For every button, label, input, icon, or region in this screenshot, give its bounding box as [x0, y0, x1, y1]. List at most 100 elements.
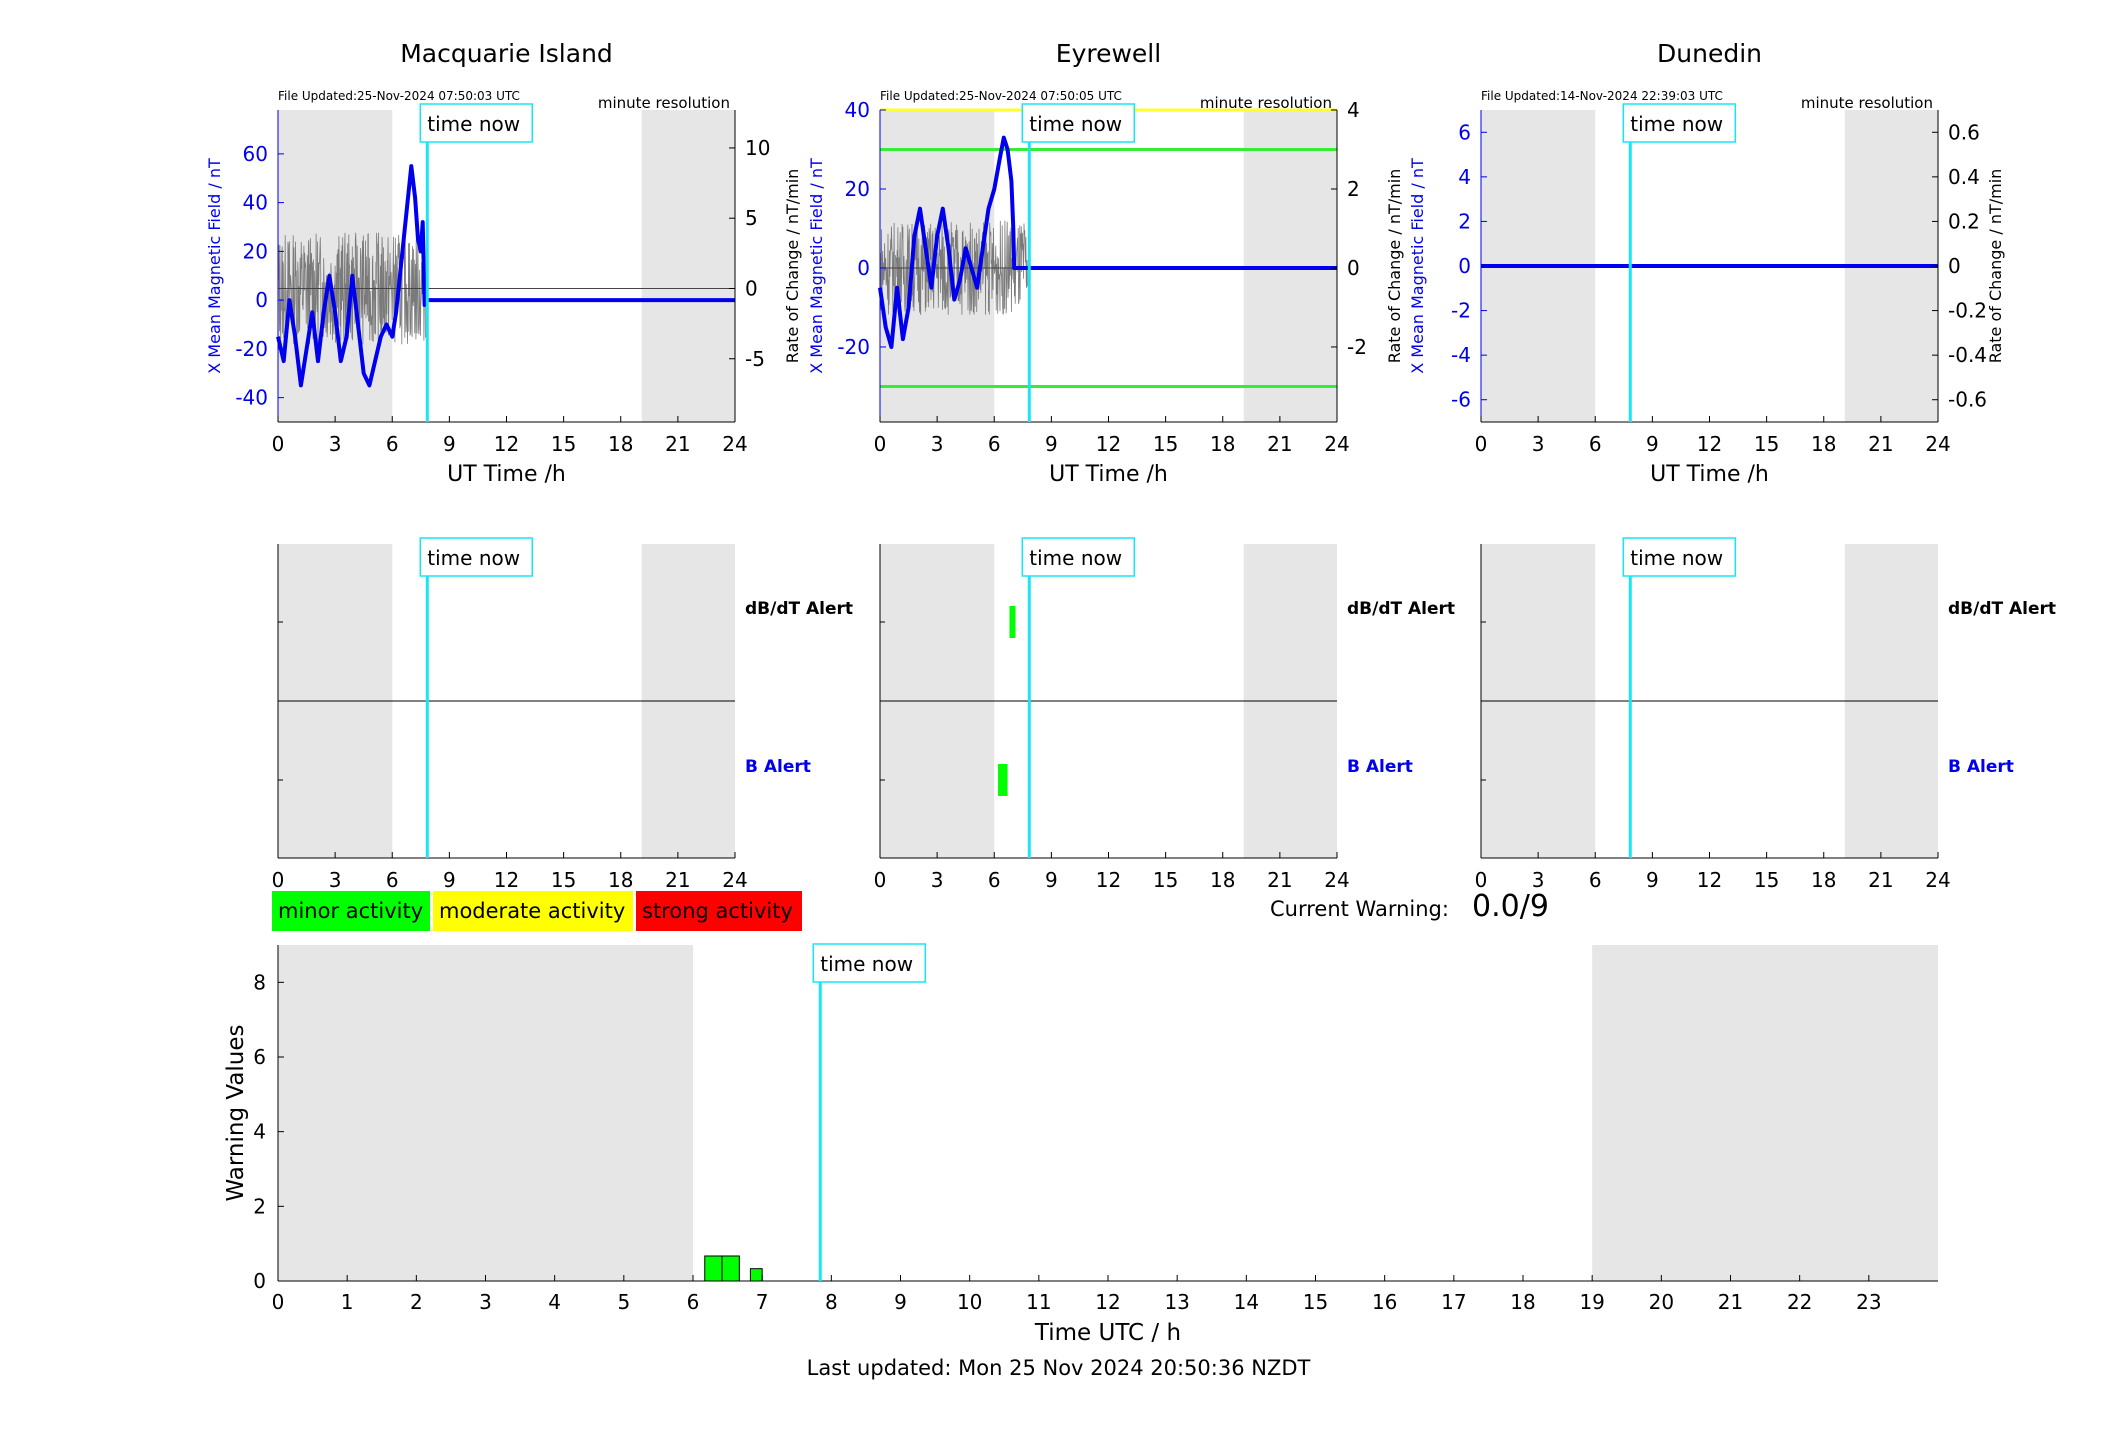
eyrewell-right-tick: 4: [1347, 98, 1360, 122]
warning-x-tick: 0: [272, 1290, 285, 1314]
eyrewell-dbdt-alert-bar: [1009, 606, 1016, 638]
macquarie-island-left-tick: 0: [255, 288, 268, 312]
macquarie-island-panel2-x-tick: 24: [722, 868, 747, 892]
dunedin-right-tick: 0.2: [1948, 209, 1980, 233]
dunedin-b-alert-label: B Alert: [1948, 757, 2014, 777]
eyrewell-left-ylabel: X Mean Magnetic Field / nT: [807, 158, 826, 374]
dunedin-right-tick: -0.4: [1948, 343, 1987, 367]
dunedin-file-updated: File Updated:14-Nov-2024 22:39:03 UTC: [1481, 89, 1723, 103]
eyrewell-panel1-x-tick: 18: [1210, 432, 1235, 456]
eyrewell-right-tick: 0: [1347, 256, 1360, 280]
warning-x-tick: 12: [1095, 1290, 1120, 1314]
dunedin-time-now-panel1: time now: [1622, 103, 1737, 143]
dunedin-right-ylabel: Rate of Change / nT/min: [1986, 169, 2005, 364]
dunedin-right-tick: -0.6: [1948, 388, 1987, 412]
eyrewell-rate-series: [879, 220, 1028, 316]
dunedin-panel1-x-tick: 9: [1646, 432, 1659, 456]
warning-bar: [704, 1255, 723, 1282]
warning-x-tick: 18: [1510, 1290, 1535, 1314]
macquarie-island-left-tick: -40: [235, 386, 268, 410]
warning-x-tick: 4: [548, 1290, 561, 1314]
warning-x-tick: 23: [1856, 1290, 1881, 1314]
dunedin-left-tick: 4: [1458, 165, 1471, 189]
dunedin-panel1-x-tick: 18: [1811, 432, 1836, 456]
macquarie-island-right-tick: 0: [745, 276, 758, 300]
macquarie-island-panel2-x-tick: 6: [386, 868, 399, 892]
dunedin-title: Dunedin: [1657, 39, 1762, 68]
warning-x-tick: 15: [1303, 1290, 1328, 1314]
dunedin-dbdt-alert-label: dB/dT Alert: [1948, 599, 2056, 619]
time-now-text: time now: [427, 112, 520, 136]
eyrewell-time-now-panel1: time now: [1021, 103, 1136, 143]
warning-y-tick: 0: [253, 1269, 266, 1293]
eyrewell-right-tick: -2: [1347, 335, 1367, 359]
dunedin-panel1-x-tick: 3: [1532, 432, 1545, 456]
warning-bar: [721, 1255, 740, 1282]
dunedin-right-tick: -0.2: [1948, 299, 1987, 323]
macquarie-island-b-alert-label: B Alert: [745, 757, 811, 777]
eyrewell-panel1-x-tick: 9: [1045, 432, 1058, 456]
macquarie-island-right-tick: -5: [745, 347, 765, 371]
dunedin-xlabel: UT Time /h: [1650, 462, 1769, 487]
eyrewell-panel2-x-tick: 6: [988, 868, 1001, 892]
dunedin-panel2-x-tick: 3: [1532, 868, 1545, 892]
warning-time-now: time now: [812, 943, 927, 983]
warning-x-tick: 22: [1787, 1290, 1812, 1314]
eyrewell-panel2-x-tick: 21: [1267, 868, 1292, 892]
eyrewell-dbdt-alert-label: dB/dT Alert: [1347, 599, 1455, 619]
dunedin-right-tick: 0.4: [1948, 165, 1980, 189]
dunedin-resolution: minute resolution: [1801, 94, 1933, 112]
warning-x-tick: 10: [957, 1290, 982, 1314]
eyrewell-panel1-x-tick: 24: [1324, 432, 1349, 456]
legend-moderate-activity: moderate activity: [433, 891, 633, 931]
time-now-box: [1622, 537, 1737, 577]
eyrewell-panel2-x-tick: 12: [1096, 868, 1121, 892]
warning-x-tick: 19: [1579, 1290, 1604, 1314]
time-now-box: [812, 943, 927, 983]
macquarie-island-time-now-panel2: time now: [419, 537, 534, 577]
warning-x-tick: 11: [1026, 1290, 1051, 1314]
warning-x-tick: 16: [1372, 1290, 1397, 1314]
time-now-box: [419, 537, 534, 577]
warning-x-tick: 20: [1649, 1290, 1674, 1314]
warning-x-tick: 3: [479, 1290, 492, 1314]
eyrewell-time-now-panel2: time now: [1021, 537, 1136, 577]
eyrewell-title: Eyrewell: [1056, 39, 1161, 68]
macquarie-island-time-now-panel1: time now: [419, 103, 534, 143]
warning-x-tick: 21: [1718, 1290, 1743, 1314]
macquarie-island-title: Macquarie Island: [400, 39, 613, 68]
macquarie-island-right-tick: 5: [745, 206, 758, 230]
dunedin-panel2-x-tick: 0: [1475, 868, 1488, 892]
dunedin-panel2-x-tick: 21: [1868, 868, 1893, 892]
time-now-text: time now: [1630, 112, 1723, 136]
eyrewell-b-alert-label: B Alert: [1347, 757, 1413, 777]
dunedin-left-tick: 2: [1458, 209, 1471, 233]
dunedin-panel1-x-tick: 12: [1697, 432, 1722, 456]
macquarie-island-left-ylabel: X Mean Magnetic Field / nT: [205, 158, 224, 374]
current-warning-label: Current Warning:: [1270, 897, 1449, 921]
eyrewell-b-alert-bar: [998, 764, 1008, 796]
dunedin-panel2-x-tick: 24: [1925, 868, 1950, 892]
legend-strong-activity: strong activity: [636, 891, 802, 931]
eyrewell-panel1-x-tick: 3: [931, 432, 944, 456]
eyrewell-resolution: minute resolution: [1200, 94, 1332, 112]
dunedin-left-tick: -2: [1451, 299, 1471, 323]
dunedin-panel2-x-tick: 18: [1811, 868, 1836, 892]
eyrewell-panel1-x-tick: 21: [1267, 432, 1292, 456]
warning-ylabel: Warning Values: [223, 1024, 249, 1201]
warning-xlabel: Time UTC / h: [1034, 1320, 1181, 1346]
time-now-text: time now: [820, 952, 913, 976]
dunedin-panel2-x-tick: 9: [1646, 868, 1659, 892]
warning-x-tick: 14: [1234, 1290, 1259, 1314]
eyrewell-panel1-x-tick: 15: [1153, 432, 1178, 456]
macquarie-island-panel1-x-tick: 6: [386, 432, 399, 456]
night-shade: [641, 110, 735, 422]
warning-x-tick: 2: [410, 1290, 423, 1314]
dunedin-panel2-x-tick: 6: [1589, 868, 1602, 892]
warning-y-tick: 2: [253, 1194, 266, 1218]
macquarie-island-panel1-x-tick: 15: [551, 432, 576, 456]
macquarie-island-resolution: minute resolution: [598, 94, 730, 112]
eyrewell-panel2-x-tick: 0: [874, 868, 887, 892]
warning-y-tick: 6: [253, 1045, 266, 1069]
